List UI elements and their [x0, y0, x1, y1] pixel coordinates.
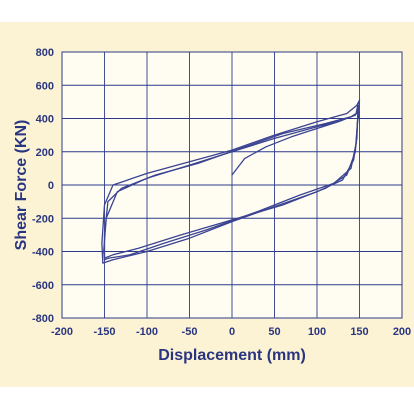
y-axis-title: Shear Force (KN): [13, 120, 30, 251]
y-tick-label: 600: [36, 80, 54, 92]
loop-series-3: [103, 111, 361, 261]
loop-series-2: [101, 99, 361, 264]
hysteresis-loops: [101, 99, 361, 264]
y-tick-label: -400: [32, 247, 54, 259]
y-tick-label: -200: [32, 213, 54, 225]
x-tick-label: 0: [229, 326, 235, 338]
x-tick-label: 150: [350, 326, 368, 338]
x-tick-label: -50: [182, 326, 198, 338]
x-tick-label: -100: [136, 326, 158, 338]
x-tick-label: -200: [51, 326, 73, 338]
x-tick-label: 50: [268, 326, 280, 338]
y-tick-label: 400: [36, 114, 54, 126]
y-tick-label: 0: [48, 180, 54, 192]
loop-series-1: [103, 104, 359, 259]
y-tick-label: -600: [32, 280, 54, 292]
y-tick-label: 200: [36, 147, 54, 159]
x-tick-label: 100: [308, 326, 326, 338]
x-axis-title: Displacement (mm): [158, 347, 306, 364]
y-tick-labels: -800 -600 -400 -200 0 200 400 600 800: [32, 47, 54, 325]
x-tick-label: 200: [393, 326, 411, 338]
y-tick-label: 800: [36, 47, 54, 59]
y-tick-label: -800: [32, 313, 54, 325]
x-tick-label: -150: [93, 326, 115, 338]
x-tick-labels: -200 -150 -100 -50 0 50 100 150 200: [51, 326, 411, 338]
